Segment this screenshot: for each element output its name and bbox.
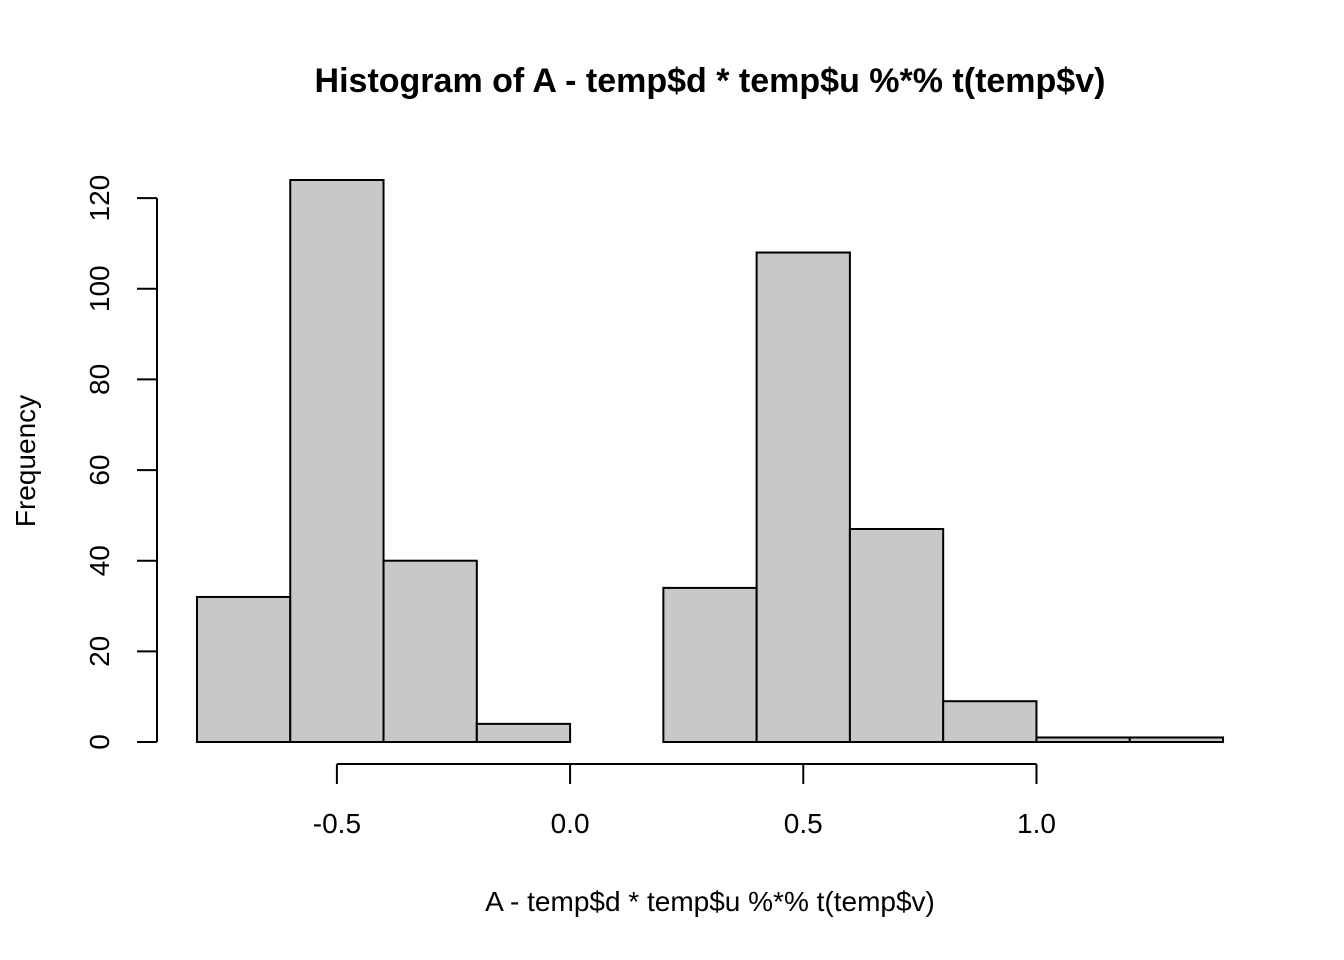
x-tick-label: 0.5 — [784, 808, 823, 839]
y-axis: 0 20 40 60 80 100 120 — [84, 175, 158, 750]
y-tick-label: 60 — [84, 454, 115, 485]
y-axis-label: Frequency — [10, 395, 41, 527]
chart-title: Histogram of A - temp$d * temp$u %*% t(t… — [315, 62, 1106, 100]
histogram-bar — [1128, 736, 1225, 743]
histogram-bar — [662, 586, 758, 743]
histogram-bar — [1035, 736, 1131, 743]
histogram-bar — [289, 179, 385, 743]
y-tick-label: 80 — [84, 364, 115, 395]
y-tick-label: 20 — [84, 636, 115, 667]
x-axis-label: A - temp$d * temp$u %*% t(temp$v) — [485, 886, 935, 917]
histogram-bar — [475, 722, 572, 744]
x-tick-label: -0.5 — [313, 808, 361, 839]
y-tick-label: 40 — [84, 545, 115, 576]
bars-group — [195, 179, 1225, 744]
histogram-bar — [195, 595, 292, 743]
y-tick-label: 100 — [84, 265, 115, 312]
histogram-bar — [755, 251, 851, 743]
y-tick-label: 120 — [84, 175, 115, 222]
x-axis: -0.5 0.0 0.5 1.0 — [313, 763, 1056, 839]
histogram-bar — [382, 559, 478, 743]
histogram-bar — [942, 700, 1038, 743]
x-tick-label: 0.0 — [551, 808, 590, 839]
y-tick-label: 0 — [84, 734, 115, 750]
x-tick-label: 1.0 — [1017, 808, 1056, 839]
histogram-bar — [848, 527, 945, 744]
